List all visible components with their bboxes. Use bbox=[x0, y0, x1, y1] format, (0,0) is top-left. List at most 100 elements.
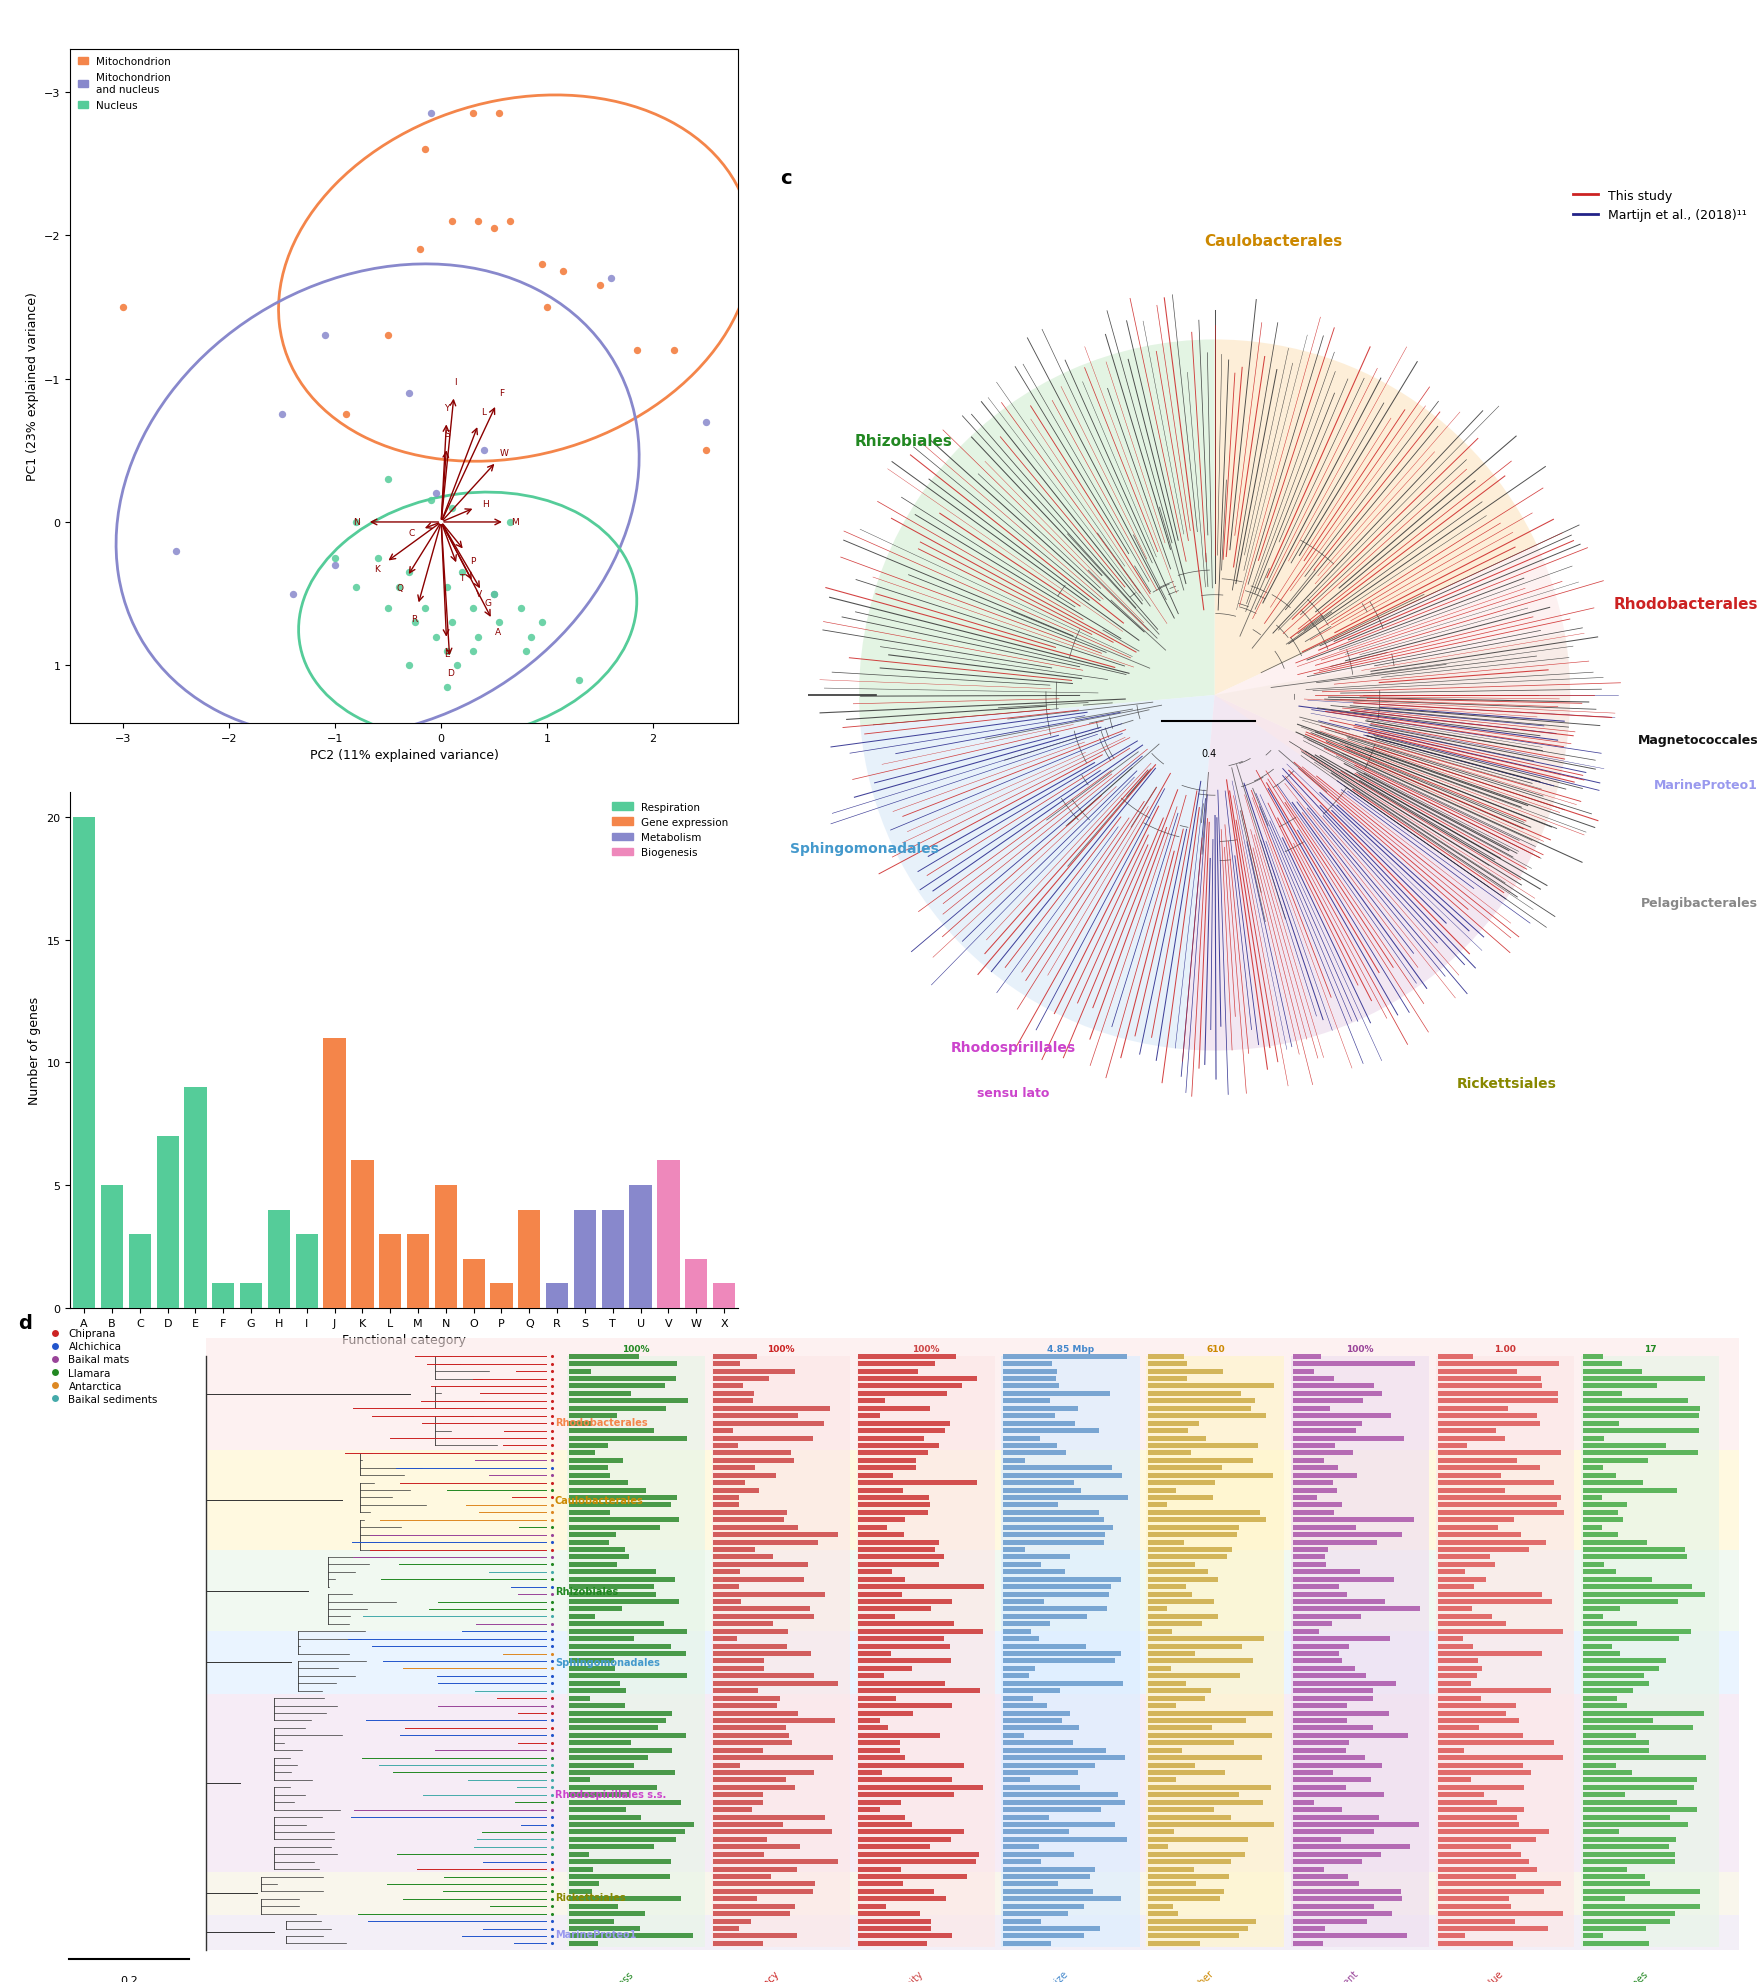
Bar bbox=[1003, 1778, 1030, 1782]
Bar bbox=[1583, 1540, 1646, 1544]
Bar bbox=[1583, 1481, 1643, 1485]
Bar bbox=[713, 1643, 787, 1649]
Bar bbox=[859, 1383, 963, 1389]
Point bbox=[661, 335, 689, 367]
Bar bbox=[1147, 1710, 1272, 1716]
Bar bbox=[1003, 1821, 1116, 1827]
Bar bbox=[1437, 1370, 1518, 1374]
Point bbox=[538, 1423, 566, 1455]
Bar bbox=[1293, 1518, 1414, 1522]
Bar bbox=[1293, 1651, 1339, 1657]
Bar bbox=[1003, 1524, 1114, 1530]
Bar bbox=[1437, 1376, 1541, 1381]
Point bbox=[401, 606, 429, 638]
Bar bbox=[1583, 1592, 1704, 1597]
Bar bbox=[859, 1548, 935, 1552]
Bar bbox=[1147, 1502, 1167, 1508]
Bar bbox=[569, 1524, 661, 1530]
Bar bbox=[1437, 1911, 1562, 1917]
Bar bbox=[1293, 1710, 1388, 1716]
Bar bbox=[206, 1915, 1739, 1950]
Bar bbox=[713, 1851, 764, 1857]
Bar bbox=[1293, 1637, 1390, 1641]
Bar bbox=[1293, 1718, 1348, 1722]
Bar bbox=[1003, 1465, 1112, 1471]
Bar bbox=[713, 1629, 787, 1633]
Bar bbox=[1003, 1875, 1089, 1879]
Bar bbox=[1147, 1405, 1251, 1411]
Bar bbox=[1147, 1443, 1258, 1449]
Point bbox=[538, 1453, 566, 1485]
Bar bbox=[1437, 1584, 1474, 1590]
Bar bbox=[1437, 1502, 1557, 1508]
Bar bbox=[1147, 1621, 1202, 1627]
Text: G + C content: G + C content bbox=[1304, 1968, 1360, 1982]
Bar bbox=[1293, 1607, 1420, 1611]
Bar bbox=[569, 1934, 692, 1938]
Bar bbox=[1003, 1502, 1058, 1508]
Bar bbox=[1147, 1524, 1239, 1530]
Bar bbox=[1437, 1465, 1539, 1471]
Bar bbox=[713, 1816, 826, 1819]
Bar bbox=[1147, 1599, 1214, 1603]
Bar bbox=[206, 1451, 1739, 1550]
Bar bbox=[713, 1821, 782, 1827]
Bar bbox=[859, 1613, 894, 1619]
Text: Y: Y bbox=[445, 404, 450, 412]
Bar bbox=[206, 1631, 1739, 1695]
Bar bbox=[1003, 1599, 1044, 1603]
Bar bbox=[859, 1621, 954, 1627]
Point bbox=[538, 1742, 566, 1774]
Bar bbox=[1437, 1405, 1508, 1411]
Bar bbox=[569, 1354, 640, 1360]
Bar bbox=[569, 1800, 682, 1806]
Bar bbox=[1147, 1659, 1253, 1663]
Legend: Respiration, Gene expression, Metabolism, Biogenesis: Respiration, Gene expression, Metabolism… bbox=[608, 799, 733, 862]
Bar bbox=[1583, 1800, 1678, 1806]
Point bbox=[566, 664, 594, 696]
Bar bbox=[569, 1940, 597, 1946]
Bar bbox=[859, 1718, 880, 1722]
Bar bbox=[1437, 1770, 1530, 1776]
Bar bbox=[1003, 1481, 1074, 1485]
Bar bbox=[1003, 1540, 1103, 1544]
Bar bbox=[859, 1808, 880, 1812]
Bar bbox=[1147, 1821, 1274, 1827]
Bar bbox=[1583, 1792, 1625, 1798]
Text: Rhizobiales: Rhizobiales bbox=[555, 1586, 618, 1596]
Bar bbox=[569, 1413, 617, 1419]
Bar bbox=[1437, 1792, 1483, 1798]
Bar bbox=[713, 1465, 756, 1471]
Bar bbox=[1147, 1829, 1174, 1835]
Bar bbox=[629, 1185, 652, 1308]
Bar bbox=[859, 1821, 912, 1827]
Bar bbox=[569, 1599, 678, 1603]
Bar bbox=[1147, 1518, 1265, 1522]
Bar bbox=[1147, 1488, 1175, 1492]
Bar bbox=[1003, 1376, 1056, 1381]
Bar bbox=[1437, 1554, 1490, 1560]
Bar bbox=[859, 1459, 917, 1463]
Bar bbox=[859, 1592, 903, 1597]
Bar bbox=[713, 1502, 738, 1508]
Bar bbox=[859, 1881, 903, 1887]
Bar bbox=[1437, 1435, 1506, 1441]
Bar bbox=[1291, 1356, 1428, 1946]
Bar bbox=[1293, 1532, 1402, 1538]
Bar bbox=[569, 1562, 617, 1568]
Bar bbox=[713, 1548, 754, 1552]
Bar bbox=[1293, 1726, 1372, 1730]
Bar bbox=[1437, 1689, 1551, 1693]
Bar bbox=[1003, 1554, 1070, 1560]
Bar bbox=[1293, 1562, 1327, 1568]
Bar bbox=[859, 1837, 951, 1841]
Bar bbox=[1003, 1756, 1124, 1760]
Bar bbox=[859, 1494, 929, 1500]
Bar bbox=[569, 1421, 592, 1425]
Bar bbox=[1003, 1637, 1038, 1641]
Point bbox=[538, 1883, 566, 1915]
Bar bbox=[1003, 1905, 1084, 1909]
Point bbox=[437, 492, 466, 523]
Bar bbox=[1003, 1584, 1110, 1590]
Bar bbox=[1583, 1726, 1694, 1730]
